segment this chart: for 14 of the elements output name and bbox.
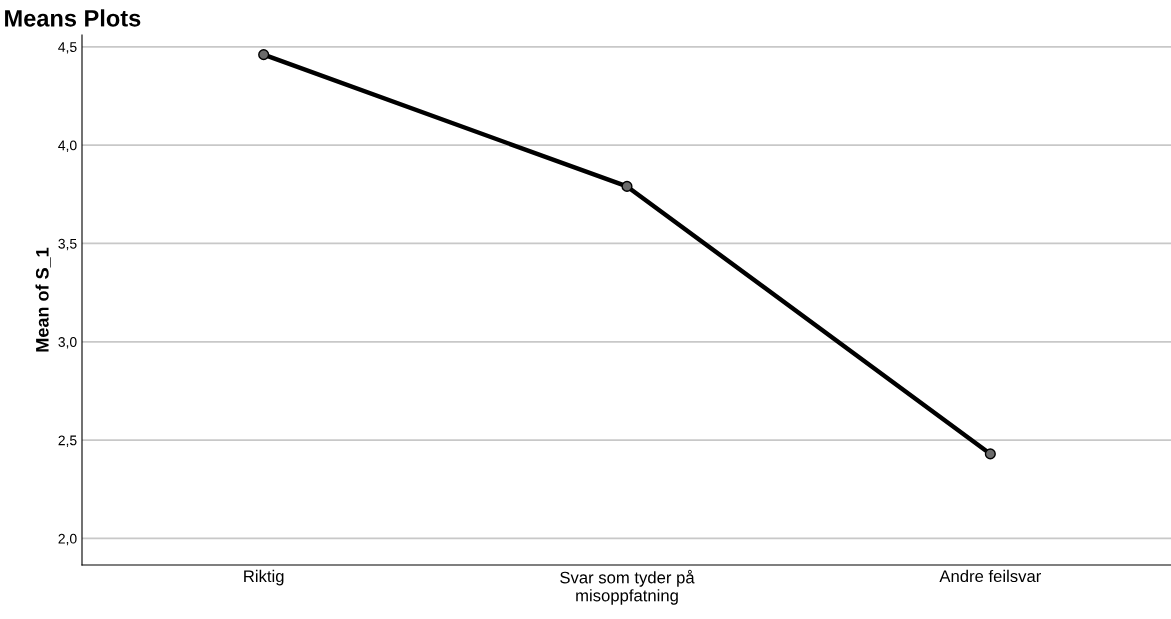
point <box>984 448 996 460</box>
x-tick-label: Svar som tyder på misoppfatning <box>560 569 695 605</box>
y-tick-label: 3,0 <box>58 337 77 349</box>
y-tick-label: 3,5 <box>58 238 77 251</box>
x-tick-label: Andre feilsvar <box>939 569 1042 583</box>
point <box>621 180 633 192</box>
y-tick-label: 2,0 <box>58 533 77 546</box>
point <box>258 49 270 61</box>
y-tick-label: 4,5 <box>58 42 77 54</box>
y-axis-title: Mean of S_1 <box>35 247 51 352</box>
y-tick-label: 4,0 <box>58 140 77 152</box>
chart-title: Means Plots <box>5 9 141 27</box>
y-tick-label: 2,5 <box>58 435 77 447</box>
x-tick-label: Riktig <box>244 569 284 586</box>
